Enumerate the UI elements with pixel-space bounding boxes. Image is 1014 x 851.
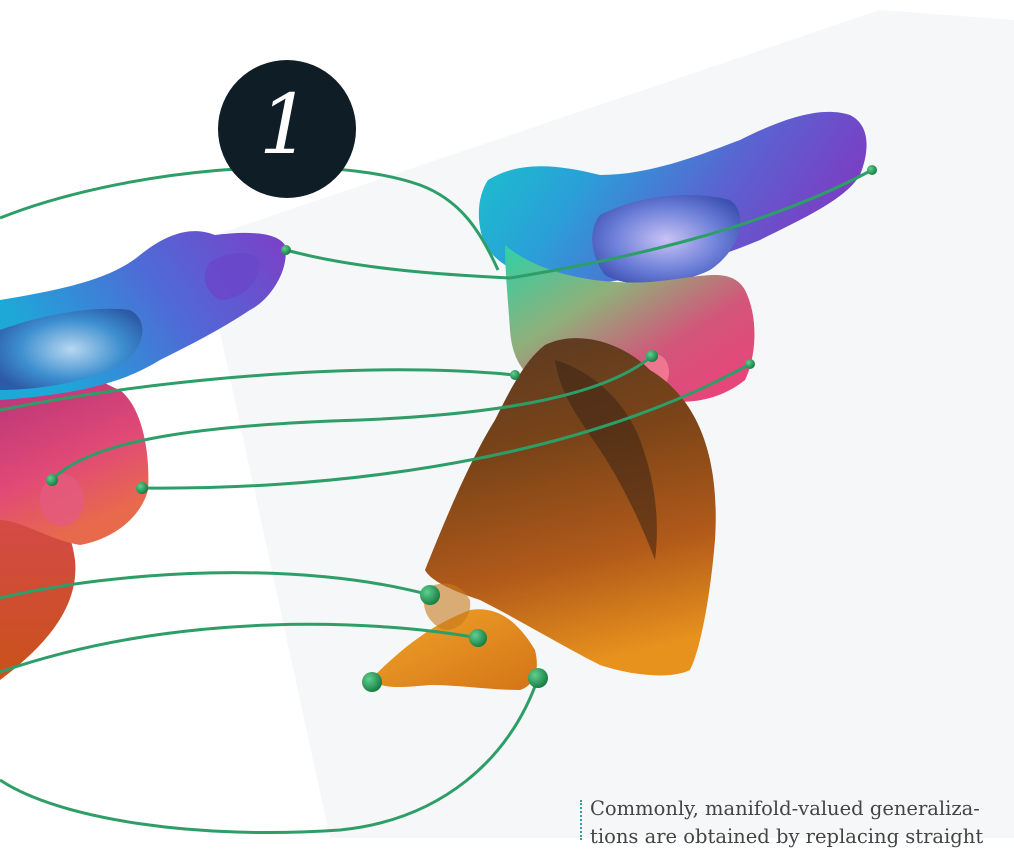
landmark-point-icon: [867, 165, 877, 175]
landmark-point-icon: [528, 668, 548, 688]
landmark-points: [46, 165, 877, 692]
right-bone-shape: [370, 111, 867, 690]
landmark-point-icon: [420, 585, 440, 605]
figure-number: 1: [258, 78, 312, 173]
landmark-point-icon: [469, 629, 487, 647]
landmark-point-icon: [362, 672, 382, 692]
landmark-point-icon: [745, 359, 755, 369]
landmark-point-icon: [646, 350, 658, 362]
caption-line-2: tions are obtained by replacing straight: [590, 825, 984, 848]
landmark-point-icon: [136, 482, 148, 494]
figure-number-badge: 1: [218, 60, 356, 198]
geodesic-curves: [0, 165, 873, 835]
caption-line-1: Commonly, manifold-valued generaliza-: [590, 797, 980, 820]
caption-text: Commonly, manifold-valued generaliza- ti…: [590, 795, 1014, 851]
caption-rule: [580, 800, 582, 840]
landmark-point-icon: [510, 370, 520, 380]
landmark-point-icon: [281, 245, 291, 255]
left-bone-shape: [0, 231, 286, 680]
landmark-point-icon: [46, 474, 58, 486]
